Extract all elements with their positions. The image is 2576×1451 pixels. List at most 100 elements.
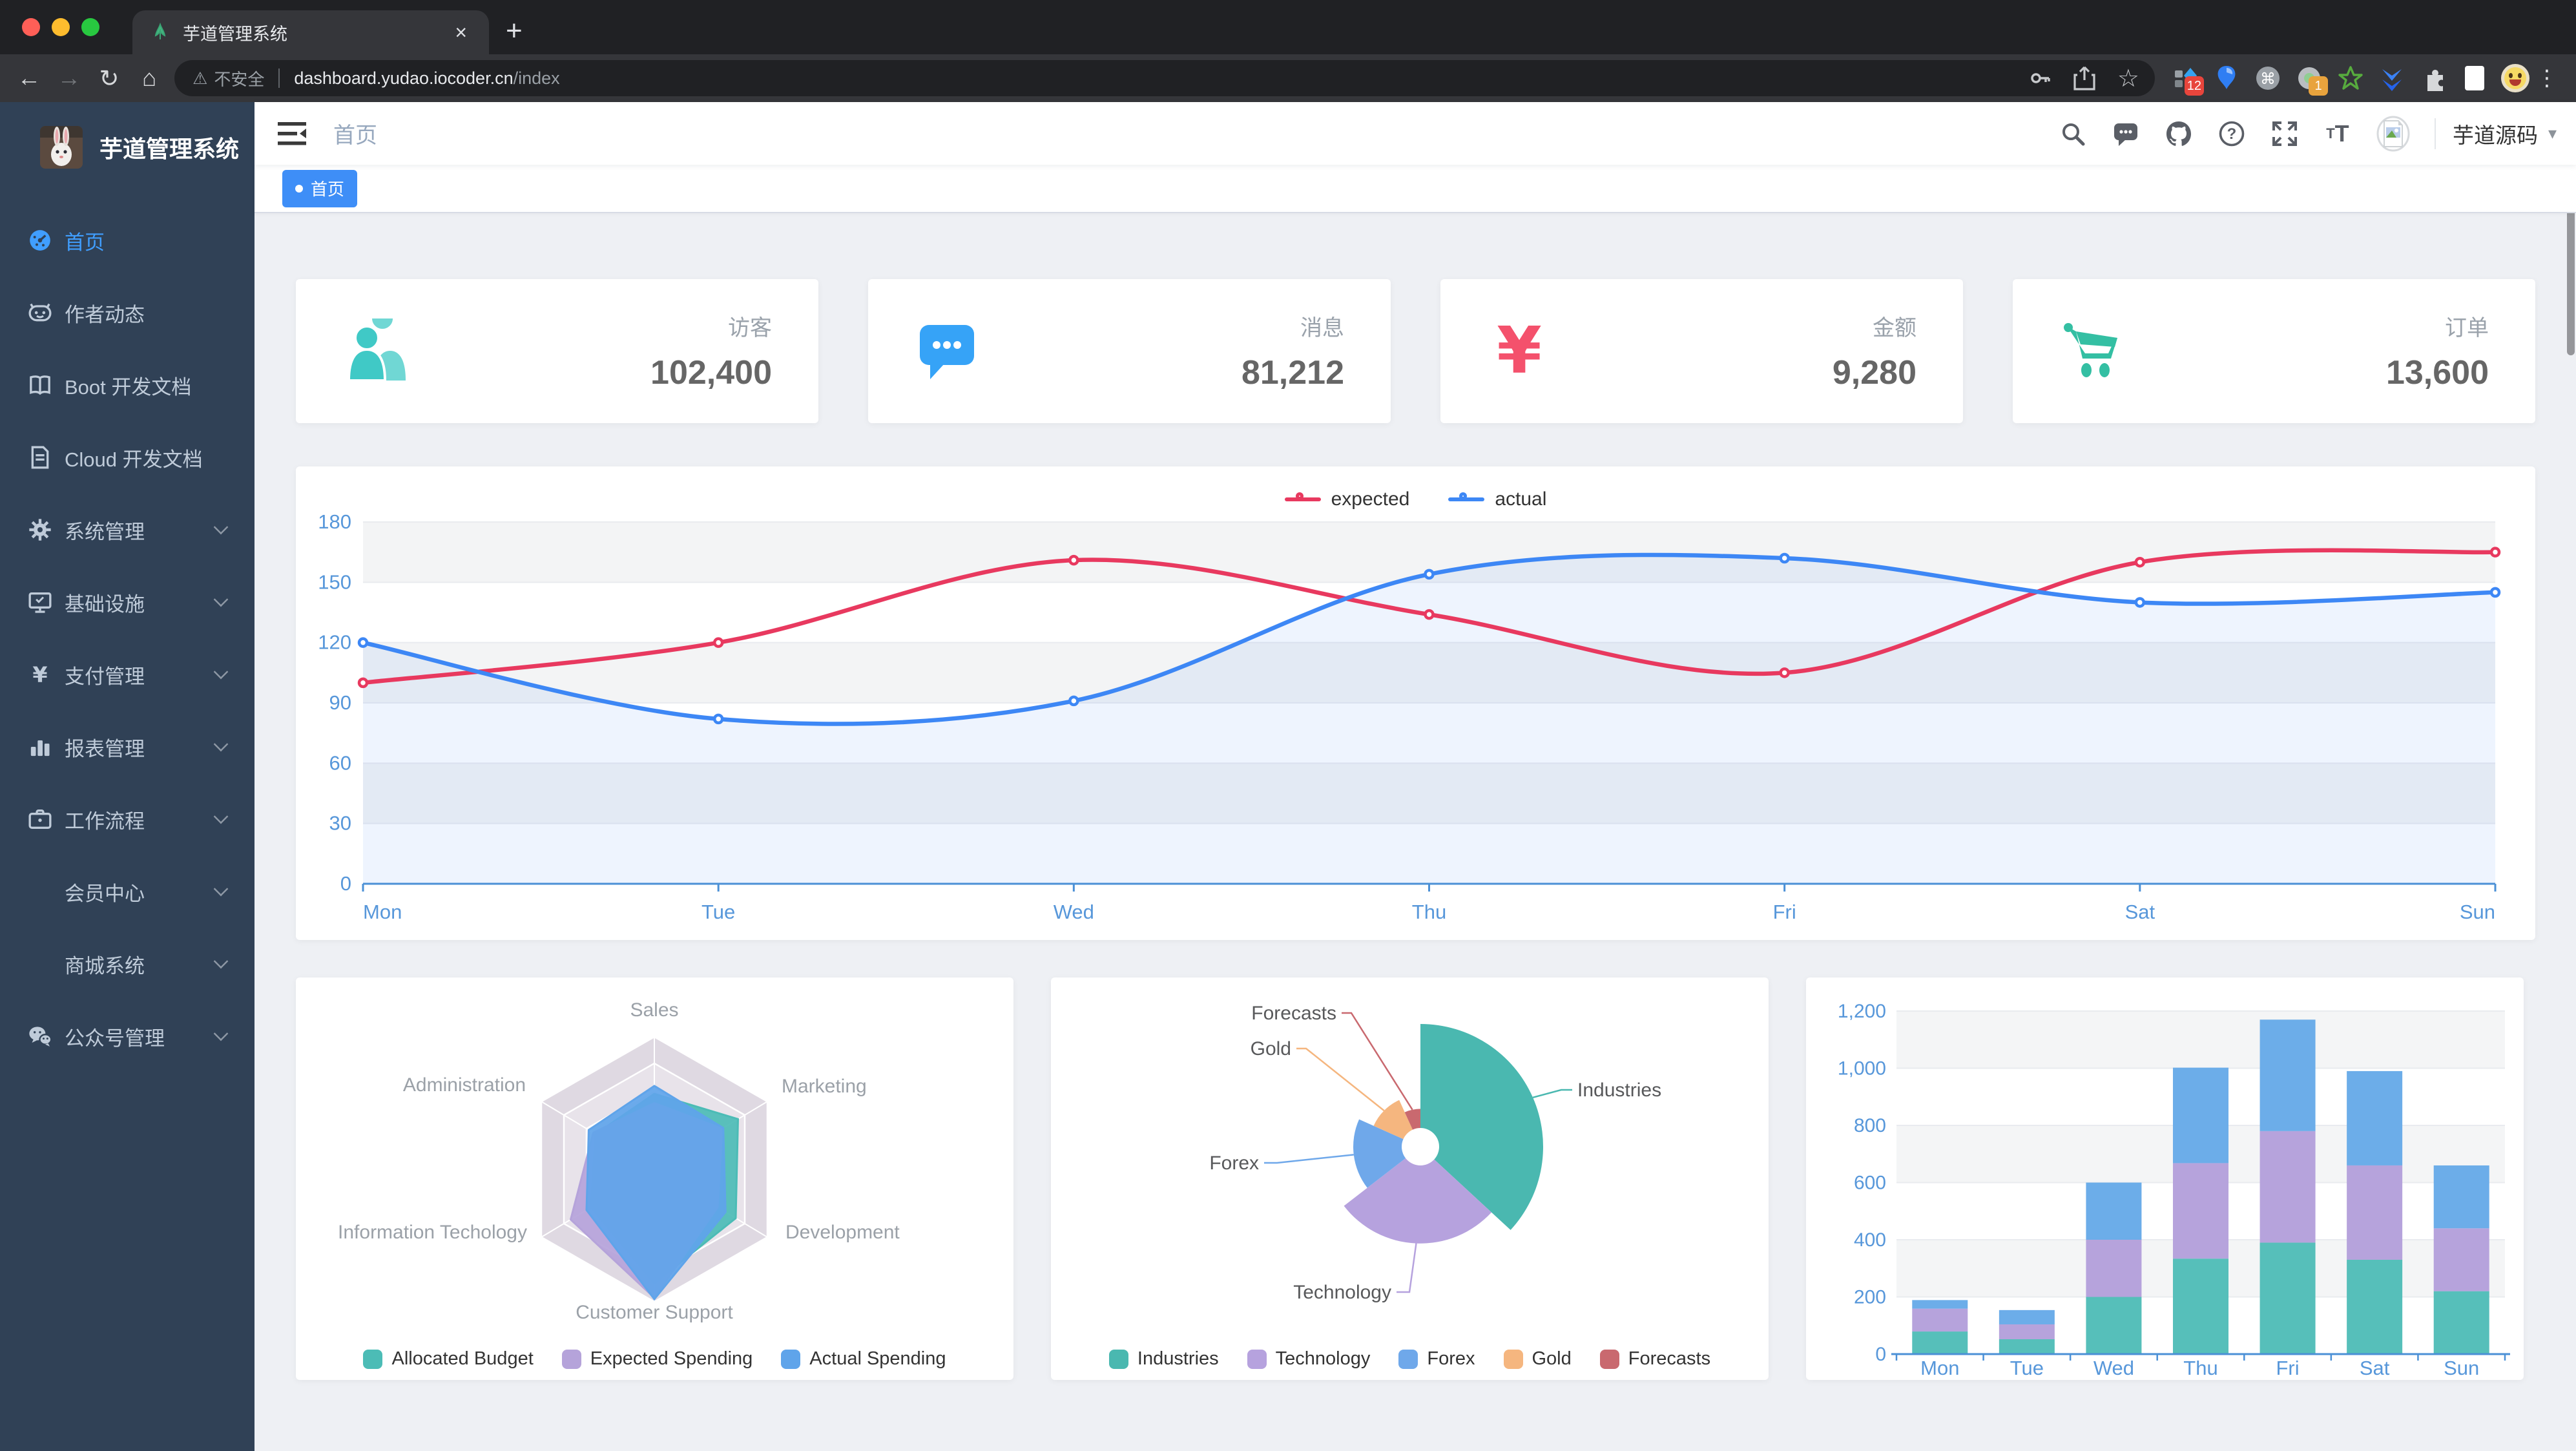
back-button[interactable]: ← — [17, 65, 41, 91]
window-minimize-button[interactable] — [52, 18, 70, 36]
browser-tab[interactable]: 芋道管理系统 × — [132, 10, 489, 54]
sidebar-logo[interactable]: 芋道管理系统 — [0, 102, 254, 193]
legend-item-expected[interactable]: expected — [1284, 488, 1409, 510]
legend-swatch — [781, 1349, 801, 1369]
stat-text: 访客 102,400 — [650, 310, 772, 392]
new-tab-button[interactable]: + — [506, 15, 523, 47]
bookmark-star-icon[interactable]: ☆ — [2117, 65, 2139, 92]
share-icon[interactable] — [2073, 66, 2095, 90]
menu-indent-spacer — [27, 951, 53, 977]
url-bar[interactable]: ⚠ 不安全 dashboard.yudao.iocoder.cn /index … — [174, 60, 2155, 96]
legend-item[interactable]: Technology — [1247, 1348, 1371, 1370]
browser-menu-kebab-icon[interactable]: ⋮ — [2536, 66, 2558, 90]
extension-badge: 12 — [2184, 76, 2204, 96]
legend-item[interactable]: Allocated Budget — [363, 1348, 534, 1370]
stat-card-1: 消息 81,212 — [868, 279, 1391, 423]
legend-item-actual[interactable]: actual — [1448, 488, 1546, 510]
grid-diamond-icon[interactable]: 12 — [2172, 65, 2204, 96]
sidebar-item-5[interactable]: 基础设施 — [0, 566, 254, 638]
svg-text:90: 90 — [329, 691, 351, 714]
sidebar-item-label: Boot 开发文档 — [65, 375, 192, 399]
svg-text:200: 200 — [1854, 1287, 1886, 1308]
tag-dashboard[interactable]: 首页 — [282, 169, 358, 207]
sidebar-item-label: 工作流程 — [65, 809, 145, 833]
sidebar-item-9[interactable]: 会员中心 — [0, 855, 254, 928]
sidebar-item-2[interactable]: Boot 开发文档 — [0, 349, 254, 421]
browser-profile-avatar[interactable] — [2501, 64, 2529, 92]
password-key-icon[interactable] — [2028, 67, 2051, 90]
tab-favicon-leaf-icon — [154, 23, 166, 39]
balloon-icon[interactable] — [2213, 65, 2240, 92]
sidebar-item-0[interactable]: 首页 — [0, 204, 254, 277]
help-icon[interactable]: ? — [2218, 120, 2246, 148]
message-icon[interactable] — [2112, 120, 2140, 148]
sidebar: 芋道管理系统 首页作者动态 Boot 开发文档 Cloud 开发文档系统管理 基础设施… — [0, 102, 254, 1451]
reload-button[interactable]: ↻ — [99, 65, 119, 92]
svg-text:Thu: Thu — [2183, 1357, 2218, 1379]
url-path: /index — [513, 68, 560, 88]
github-icon[interactable] — [2165, 120, 2193, 148]
stat-card-value: 13,600 — [2385, 354, 2489, 391]
sidebar-item-4[interactable]: 系统管理 — [0, 494, 254, 566]
sidebar-item-11[interactable]: 公众号管理 — [0, 1000, 254, 1072]
browser-tabstrip: 芋道管理系统 × + — [0, 0, 2576, 54]
messages-icon — [915, 318, 979, 384]
stat-card-label: 订单 — [2445, 316, 2489, 340]
svg-text:¥: ¥ — [1497, 317, 1542, 382]
tab-title: 芋道管理系统 — [183, 24, 287, 44]
chevron-down-icon — [213, 881, 229, 897]
sidebar-item-8[interactable]: 工作流程 — [0, 783, 254, 855]
sidebar-item-3[interactable]: Cloud 开发文档 — [0, 421, 254, 494]
green-star-icon[interactable] — [2337, 65, 2364, 92]
sidebar-item-label: 公众号管理 — [65, 1027, 165, 1050]
fullscreen-icon[interactable] — [2270, 120, 2299, 148]
legend-label: Technology — [1275, 1348, 1371, 1369]
dashboard-content: 访客 102,400 消息 81,212 ¥ 金额 9,280 订单 13,600 expect… — [254, 213, 2576, 1451]
author-icon — [27, 300, 53, 326]
sidebar-item-label: 作者动态 — [65, 303, 145, 326]
home-button[interactable]: ⌂ — [141, 65, 157, 91]
window-zoom-button[interactable] — [81, 18, 99, 36]
bar-chart-panel: 0 200 400 600 800 1,000 1,200 Mon Tue Wed Thu Fri Sa… — [1806, 977, 2524, 1380]
record-icon[interactable]: 1 — [2296, 65, 2328, 96]
sidebar-item-7[interactable]: 报表管理 — [0, 711, 254, 783]
sidebar-item-label: Cloud 开发文档 — [65, 448, 203, 471]
svg-text:Industries: Industries — [1577, 1080, 1661, 1101]
svg-text:600: 600 — [1854, 1173, 1886, 1194]
window-close-button[interactable] — [22, 18, 40, 36]
legend-item[interactable]: Forecasts — [1599, 1348, 1710, 1370]
forward-button[interactable]: → — [57, 65, 81, 91]
legend-swatch — [1503, 1349, 1523, 1369]
sidebar-menu: 首页作者动态 Boot 开发文档 Cloud 开发文档系统管理 基础设施 ¥ 支付管理 报表… — [0, 204, 254, 1072]
chevron-down-icon — [213, 809, 229, 824]
bottom-charts-row: Sales Marketing Development Customer Suppor… — [296, 977, 2535, 1380]
sidebar-item-10[interactable]: 商城系统 — [0, 928, 254, 1000]
legend-swatch — [1599, 1349, 1619, 1369]
sidebar-item-1[interactable]: 作者动态 — [0, 277, 254, 349]
legend-item[interactable]: Expected Spending — [561, 1348, 753, 1370]
reading-list-icon[interactable] — [2465, 66, 2484, 90]
legend-item[interactable]: Industries — [1108, 1348, 1219, 1370]
sidebar-item-6[interactable]: ¥ 支付管理 — [0, 638, 254, 711]
breadcrumb[interactable]: 首页 — [333, 123, 377, 148]
command-icon[interactable]: ⌘ — [2254, 65, 2281, 92]
tag-label: 首页 — [311, 180, 345, 199]
extensions-puzzle-icon[interactable] — [2421, 65, 2448, 92]
blue-chevrons-icon[interactable] — [2378, 65, 2405, 92]
legend-item[interactable]: Gold — [1503, 1348, 1572, 1370]
legend-item[interactable]: Forex — [1398, 1348, 1475, 1370]
svg-text:Information Techology: Information Techology — [338, 1222, 527, 1243]
yen-icon: ¥ — [27, 662, 53, 687]
user-menu[interactable]: 芋道源码 ▾ — [2434, 118, 2557, 149]
search-icon[interactable] — [2059, 120, 2087, 148]
radar-chart: Sales Marketing Development Customer Suppor… — [338, 999, 900, 1323]
legend-item[interactable]: Actual Spending — [781, 1348, 946, 1370]
collapse-sidebar-hamburger-icon[interactable] — [278, 121, 306, 147]
svg-text:Tue: Tue — [2010, 1357, 2044, 1379]
user-avatar-placeholder[interactable] — [2376, 116, 2410, 152]
tab-close-icon[interactable]: × — [455, 20, 467, 44]
username: 芋道源码 — [2452, 123, 2538, 147]
legend-label: Gold — [1532, 1348, 1572, 1369]
